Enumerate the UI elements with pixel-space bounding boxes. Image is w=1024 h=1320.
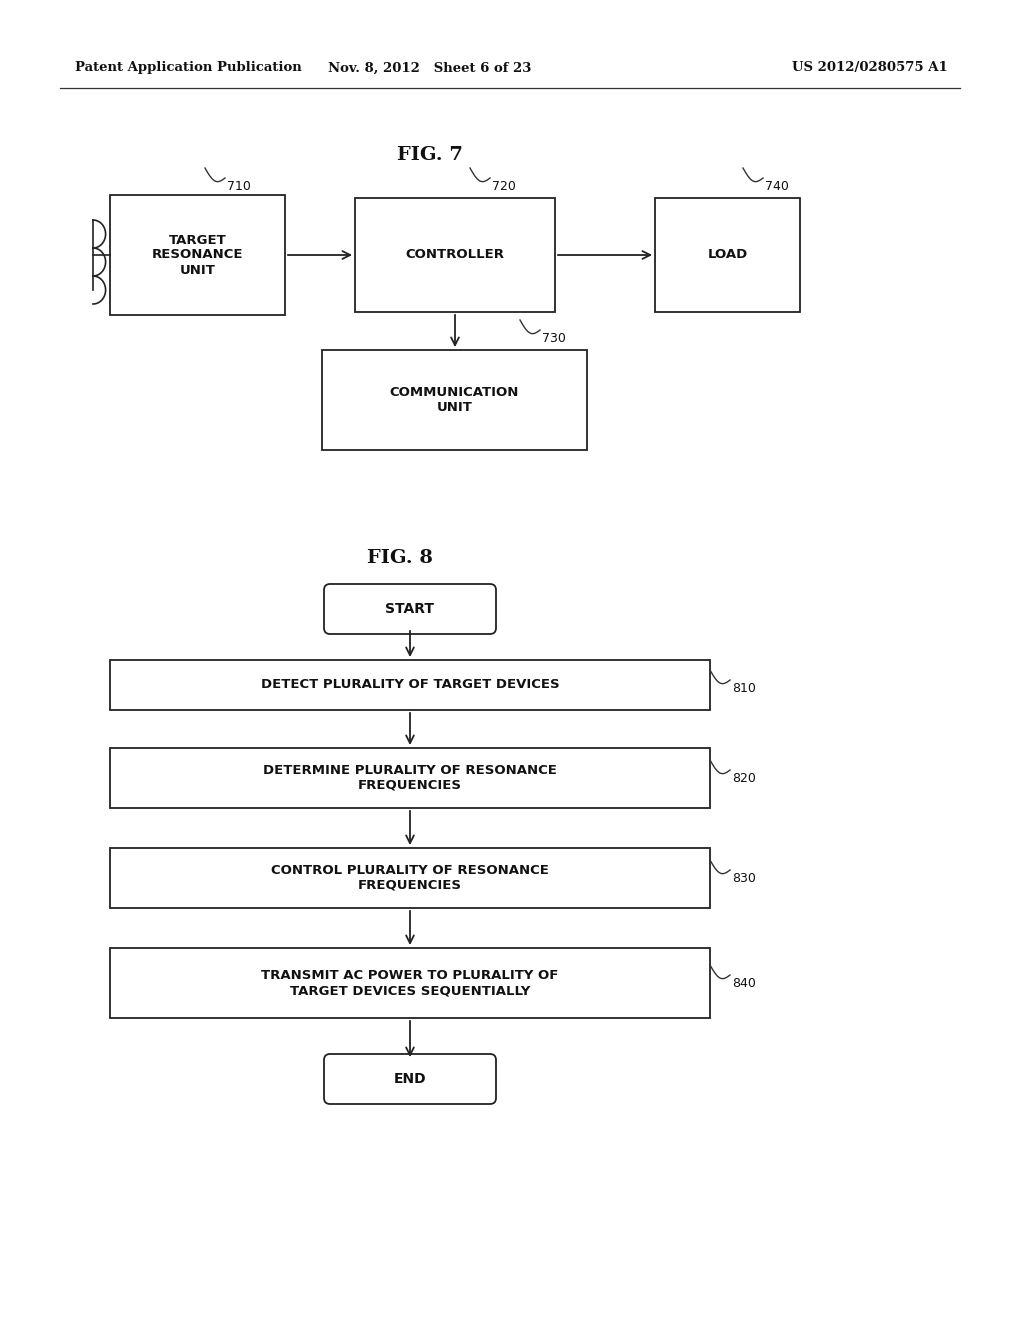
Text: DETERMINE PLURALITY OF RESONANCE
FREQUENCIES: DETERMINE PLURALITY OF RESONANCE FREQUEN… <box>263 764 557 792</box>
FancyBboxPatch shape <box>110 847 710 908</box>
Text: START: START <box>385 602 434 616</box>
FancyBboxPatch shape <box>110 195 285 315</box>
Text: US 2012/0280575 A1: US 2012/0280575 A1 <box>793 62 948 74</box>
Text: Patent Application Publication: Patent Application Publication <box>75 62 302 74</box>
Text: 710: 710 <box>227 180 251 193</box>
Text: COMMUNICATION
UNIT: COMMUNICATION UNIT <box>390 385 519 414</box>
Text: 830: 830 <box>732 873 756 884</box>
Text: FIG. 7: FIG. 7 <box>397 147 463 164</box>
FancyBboxPatch shape <box>324 583 496 634</box>
Text: FIG. 8: FIG. 8 <box>367 549 433 568</box>
Text: TRANSMIT AC POWER TO PLURALITY OF
TARGET DEVICES SEQUENTIALLY: TRANSMIT AC POWER TO PLURALITY OF TARGET… <box>261 969 559 997</box>
Text: 730: 730 <box>542 333 566 345</box>
Text: 820: 820 <box>732 772 756 785</box>
Text: CONTROL PLURALITY OF RESONANCE
FREQUENCIES: CONTROL PLURALITY OF RESONANCE FREQUENCI… <box>271 865 549 892</box>
FancyBboxPatch shape <box>110 660 710 710</box>
Text: 720: 720 <box>492 180 516 193</box>
Text: LOAD: LOAD <box>708 248 748 261</box>
FancyBboxPatch shape <box>110 748 710 808</box>
FancyBboxPatch shape <box>322 350 587 450</box>
FancyBboxPatch shape <box>324 1053 496 1104</box>
Text: DETECT PLURALITY OF TARGET DEVICES: DETECT PLURALITY OF TARGET DEVICES <box>261 678 559 692</box>
Text: 840: 840 <box>732 977 756 990</box>
Text: 740: 740 <box>765 180 788 193</box>
Text: 810: 810 <box>732 682 756 696</box>
FancyBboxPatch shape <box>655 198 800 312</box>
Text: Nov. 8, 2012   Sheet 6 of 23: Nov. 8, 2012 Sheet 6 of 23 <box>329 62 531 74</box>
FancyBboxPatch shape <box>110 948 710 1018</box>
Text: TARGET
RESONANCE
UNIT: TARGET RESONANCE UNIT <box>152 234 244 276</box>
FancyBboxPatch shape <box>355 198 555 312</box>
Text: CONTROLLER: CONTROLLER <box>406 248 505 261</box>
Text: END: END <box>393 1072 426 1086</box>
